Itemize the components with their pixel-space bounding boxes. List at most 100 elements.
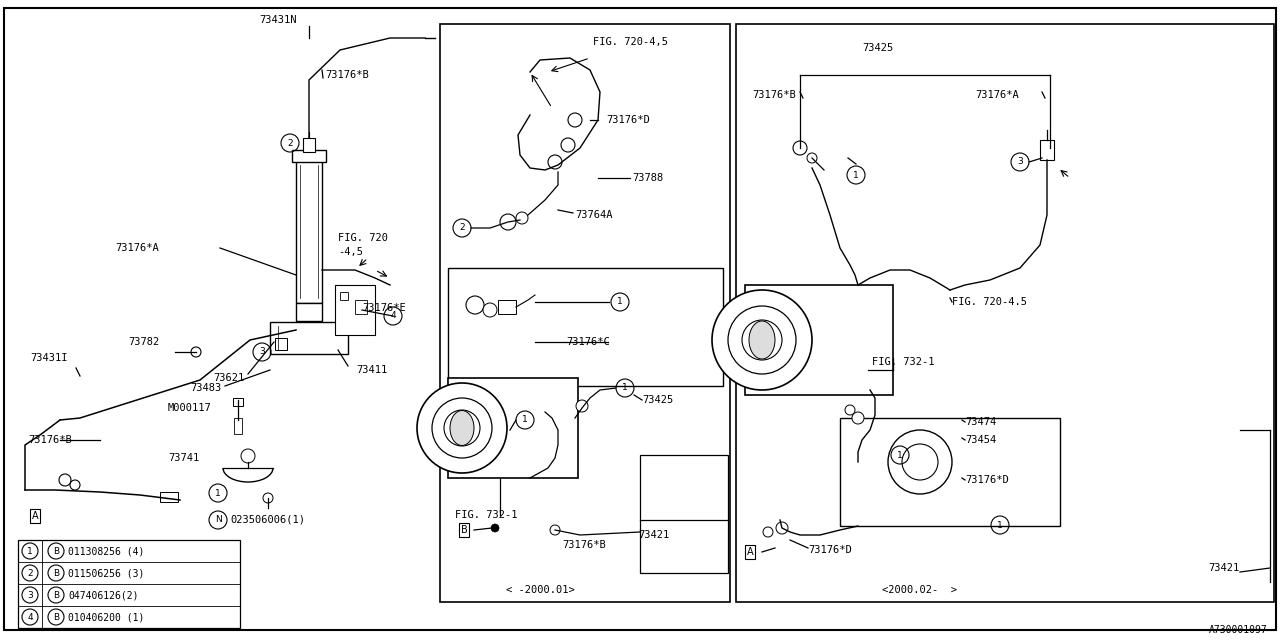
Bar (303, 138, 315, 152)
Circle shape (444, 410, 480, 446)
Text: 73176*B: 73176*B (325, 70, 369, 80)
Circle shape (516, 212, 529, 224)
Text: <2000.02-  >: <2000.02- > (882, 585, 957, 595)
Text: 73431N: 73431N (260, 15, 297, 25)
Bar (234, 418, 242, 434)
Text: 73782: 73782 (128, 337, 159, 347)
Circle shape (712, 290, 812, 390)
Text: 73176*C: 73176*C (566, 337, 611, 347)
Circle shape (433, 398, 492, 458)
Text: 3: 3 (259, 348, 265, 356)
Circle shape (806, 153, 817, 163)
Bar (355, 300, 367, 314)
Bar (440, 24, 730, 602)
Circle shape (568, 113, 582, 127)
Bar (296, 303, 323, 321)
Bar (233, 398, 243, 406)
Text: 011506256 (3): 011506256 (3) (68, 568, 145, 578)
Text: 047406126(2): 047406126(2) (68, 590, 138, 600)
Circle shape (417, 383, 507, 473)
Text: B: B (52, 547, 59, 556)
Text: FIG. 732-1: FIG. 732-1 (872, 357, 934, 367)
Text: 1: 1 (522, 415, 527, 424)
Text: 73176*D: 73176*D (605, 115, 650, 125)
Text: FIG. 720-4,5: FIG. 720-4,5 (593, 37, 668, 47)
Text: 73176*A: 73176*A (115, 243, 159, 253)
Circle shape (794, 141, 806, 155)
Text: FIG. 720: FIG. 720 (338, 233, 388, 243)
Text: 73474: 73474 (965, 417, 996, 427)
Text: 73176*B: 73176*B (753, 90, 796, 100)
Text: 011308256 (4): 011308256 (4) (68, 546, 145, 556)
Text: 73411: 73411 (356, 365, 388, 375)
Bar (498, 300, 516, 314)
Circle shape (776, 522, 788, 534)
Circle shape (548, 155, 562, 169)
Text: 4: 4 (27, 612, 33, 621)
Text: 73421: 73421 (1208, 563, 1239, 573)
Ellipse shape (749, 321, 774, 359)
Circle shape (500, 214, 516, 230)
Text: 1: 1 (997, 520, 1002, 529)
Circle shape (576, 400, 588, 412)
Text: 010406200 (1): 010406200 (1) (68, 612, 145, 622)
Circle shape (241, 449, 255, 463)
Text: 1: 1 (622, 383, 628, 392)
Bar (745, 285, 893, 395)
Text: 1: 1 (897, 451, 902, 460)
Text: 023506006(1): 023506006(1) (230, 515, 305, 525)
Bar (1039, 140, 1053, 160)
Text: 73741: 73741 (168, 453, 200, 463)
Circle shape (550, 525, 561, 535)
Bar (448, 378, 579, 478)
Text: FIG. 732-1: FIG. 732-1 (454, 510, 517, 520)
Text: 1: 1 (215, 488, 221, 497)
Circle shape (561, 138, 575, 152)
Circle shape (466, 296, 484, 314)
Circle shape (728, 306, 796, 374)
Text: 2: 2 (460, 223, 465, 232)
Text: 73176*D: 73176*D (965, 475, 1009, 485)
Text: 73483: 73483 (191, 383, 221, 393)
Text: 73764A: 73764A (575, 210, 613, 220)
Circle shape (763, 527, 773, 537)
Text: N: N (215, 515, 221, 525)
Bar (340, 292, 348, 300)
Text: 73176*E: 73176*E (362, 303, 406, 313)
Text: 73421: 73421 (637, 530, 669, 540)
Bar (18, 540, 241, 628)
Text: 73621: 73621 (214, 373, 244, 383)
Text: 73425: 73425 (643, 395, 673, 405)
Bar (736, 24, 1274, 602)
Text: A730001097: A730001097 (1210, 625, 1268, 635)
Text: < -2000.01>: < -2000.01> (506, 585, 575, 595)
Text: 3: 3 (27, 591, 33, 600)
Bar (640, 455, 728, 573)
Bar (448, 268, 723, 386)
Circle shape (902, 444, 938, 480)
Text: B: B (52, 591, 59, 600)
Circle shape (753, 330, 772, 350)
Circle shape (59, 474, 70, 486)
Bar (270, 322, 348, 354)
Text: 4: 4 (390, 312, 396, 321)
Text: FIG. 720-4.5: FIG. 720-4.5 (952, 297, 1027, 307)
Circle shape (70, 480, 79, 490)
Bar (335, 285, 375, 335)
Circle shape (845, 405, 855, 415)
Text: 73788: 73788 (632, 173, 663, 183)
Text: 73454: 73454 (965, 435, 996, 445)
Text: 2: 2 (287, 138, 293, 147)
Text: 1: 1 (27, 547, 33, 556)
Text: B: B (461, 525, 467, 535)
Bar (160, 492, 178, 502)
Text: 73425: 73425 (863, 43, 893, 53)
Text: 73176*A: 73176*A (975, 90, 1019, 100)
Text: 73176*D: 73176*D (808, 545, 851, 555)
Bar (296, 158, 323, 303)
Text: -4,5: -4,5 (338, 247, 364, 257)
Text: A: A (746, 547, 754, 557)
Text: B: B (52, 568, 59, 577)
Text: 1: 1 (617, 298, 623, 307)
Circle shape (453, 419, 471, 437)
